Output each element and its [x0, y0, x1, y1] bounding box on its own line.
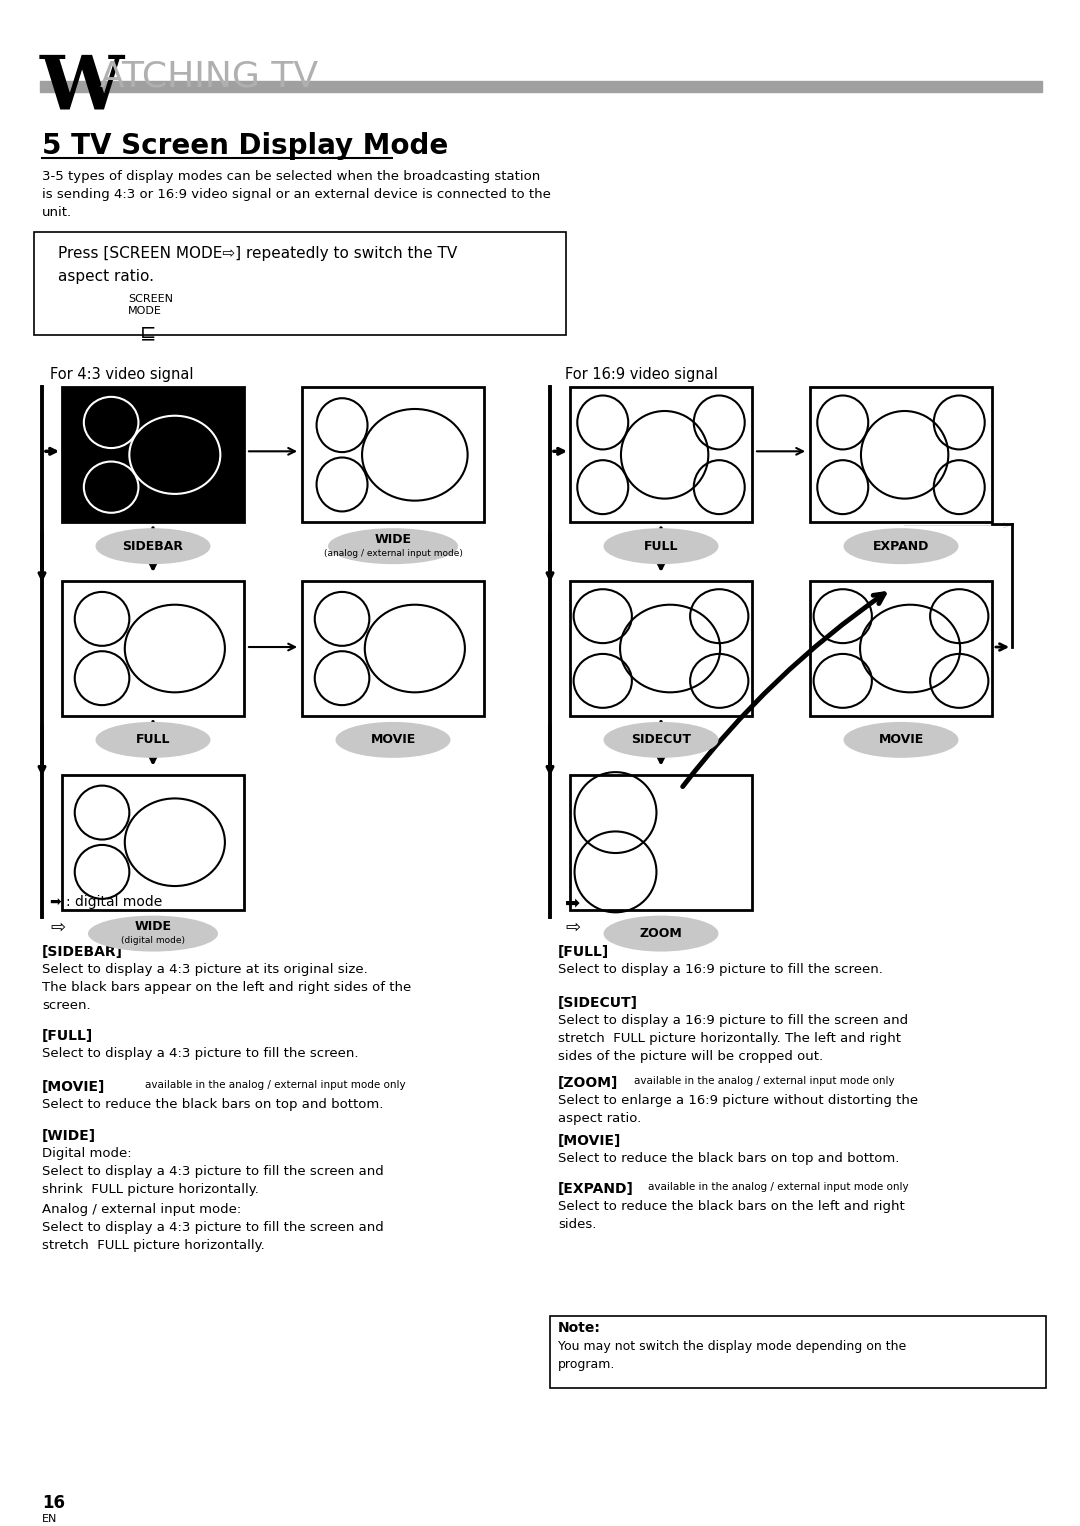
Text: MOVIE: MOVIE — [370, 734, 416, 746]
Text: [EXPAND]: [EXPAND] — [558, 1183, 634, 1196]
Text: 16: 16 — [42, 1494, 65, 1512]
Text: Select to display a 4:3 picture to fill the screen.: Select to display a 4:3 picture to fill … — [42, 1047, 359, 1061]
Text: You may not switch the display mode depending on the
program.: You may not switch the display mode depe… — [558, 1340, 906, 1370]
Text: Select to reduce the black bars on top and bottom.: Select to reduce the black bars on top a… — [42, 1099, 383, 1111]
Ellipse shape — [328, 528, 458, 565]
Text: ➡ : digital mode: ➡ : digital mode — [50, 894, 162, 908]
Ellipse shape — [604, 722, 718, 758]
Text: MOVIE: MOVIE — [878, 734, 923, 746]
Bar — [302, 388, 484, 522]
Text: SIDECUT: SIDECUT — [631, 734, 691, 746]
Text: EXPAND: EXPAND — [873, 540, 929, 552]
Text: [FULL]: [FULL] — [42, 1030, 93, 1044]
Bar — [810, 388, 993, 522]
Text: FULL: FULL — [644, 540, 678, 552]
Bar — [62, 775, 244, 909]
Ellipse shape — [87, 916, 218, 952]
Text: Select to display a 16:9 picture to fill the screen.: Select to display a 16:9 picture to fill… — [558, 963, 882, 975]
Ellipse shape — [604, 916, 718, 952]
Text: Select to display a 4:3 picture at its original size.
The black bars appear on t: Select to display a 4:3 picture at its o… — [42, 963, 411, 1012]
Text: [MOVIE]: [MOVIE] — [558, 1134, 621, 1148]
Text: WIDE: WIDE — [375, 533, 411, 546]
Ellipse shape — [95, 722, 211, 758]
Text: [MOVIE]: [MOVIE] — [42, 1080, 106, 1094]
Text: Select to display a 4:3 picture to fill the screen and
stretch  FULL picture hor: Select to display a 4:3 picture to fill … — [42, 1221, 383, 1253]
Text: Select to enlarge a 16:9 picture without distorting the
aspect ratio.: Select to enlarge a 16:9 picture without… — [558, 1094, 918, 1125]
Bar — [33, 232, 566, 336]
Text: available in the analog / external input mode only: available in the analog / external input… — [634, 1076, 894, 1087]
Text: Select to reduce the black bars on top and bottom.: Select to reduce the black bars on top a… — [558, 1152, 900, 1166]
Bar — [810, 581, 993, 716]
Text: [SIDEBAR]: [SIDEBAR] — [42, 945, 123, 958]
Text: SIDEBAR: SIDEBAR — [122, 540, 184, 552]
Text: ⇨: ⇨ — [50, 919, 65, 937]
Text: SCREEN
MODE: SCREEN MODE — [129, 293, 173, 316]
Text: ⇨: ⇨ — [565, 919, 580, 937]
Text: Analog / external input mode:: Analog / external input mode: — [42, 1202, 241, 1216]
Text: ZOOM: ZOOM — [639, 928, 683, 940]
Bar — [62, 581, 244, 716]
Text: available in the analog / external input mode only: available in the analog / external input… — [648, 1183, 908, 1192]
Text: Select to reduce the black bars on the left and right
sides.: Select to reduce the black bars on the l… — [558, 1199, 905, 1231]
Text: Select to display a 16:9 picture to fill the screen and
stretch  FULL picture ho: Select to display a 16:9 picture to fill… — [558, 1015, 908, 1064]
Ellipse shape — [843, 528, 959, 565]
Text: For 4:3 video signal: For 4:3 video signal — [50, 368, 193, 383]
Text: WIDE: WIDE — [135, 920, 172, 932]
Text: ATCHING TV: ATCHING TV — [100, 60, 319, 95]
Ellipse shape — [604, 528, 718, 565]
Text: Digital mode:: Digital mode: — [42, 1148, 132, 1160]
Text: Press [SCREEN MODE⇨] repeatedly to switch the TV
aspect ratio.: Press [SCREEN MODE⇨] repeatedly to switc… — [58, 246, 457, 284]
Text: ⊑: ⊑ — [140, 324, 157, 342]
Text: [SIDECUT]: [SIDECUT] — [558, 996, 638, 1010]
Text: For 16:9 video signal: For 16:9 video signal — [565, 368, 718, 383]
Text: available in the analog / external input mode only: available in the analog / external input… — [145, 1080, 406, 1091]
Bar — [302, 581, 484, 716]
Text: [FULL]: [FULL] — [558, 945, 609, 958]
Text: 3-5 types of display modes can be selected when the broadcasting station
is send: 3-5 types of display modes can be select… — [42, 169, 551, 218]
Bar — [570, 581, 752, 716]
Text: [WIDE]: [WIDE] — [42, 1129, 96, 1143]
Text: (digital mode): (digital mode) — [121, 935, 185, 945]
Bar — [550, 1315, 1047, 1389]
Bar — [570, 775, 752, 909]
Bar — [62, 388, 244, 522]
Text: 5 TV Screen Display Mode: 5 TV Screen Display Mode — [42, 131, 448, 160]
Text: [ZOOM]: [ZOOM] — [558, 1076, 619, 1091]
Ellipse shape — [95, 528, 211, 565]
Ellipse shape — [843, 722, 959, 758]
Text: Select to display a 4:3 picture to fill the screen and
shrink  FULL picture hori: Select to display a 4:3 picture to fill … — [42, 1166, 383, 1196]
Text: (analog / external input mode): (analog / external input mode) — [324, 549, 462, 557]
Bar — [40, 81, 1042, 92]
Bar — [570, 388, 752, 522]
Text: FULL: FULL — [136, 734, 171, 746]
Text: EN: EN — [42, 1514, 57, 1524]
Text: ➡: ➡ — [565, 894, 580, 913]
Text: Note:: Note: — [558, 1322, 600, 1335]
Ellipse shape — [336, 722, 450, 758]
Text: W: W — [40, 52, 124, 125]
